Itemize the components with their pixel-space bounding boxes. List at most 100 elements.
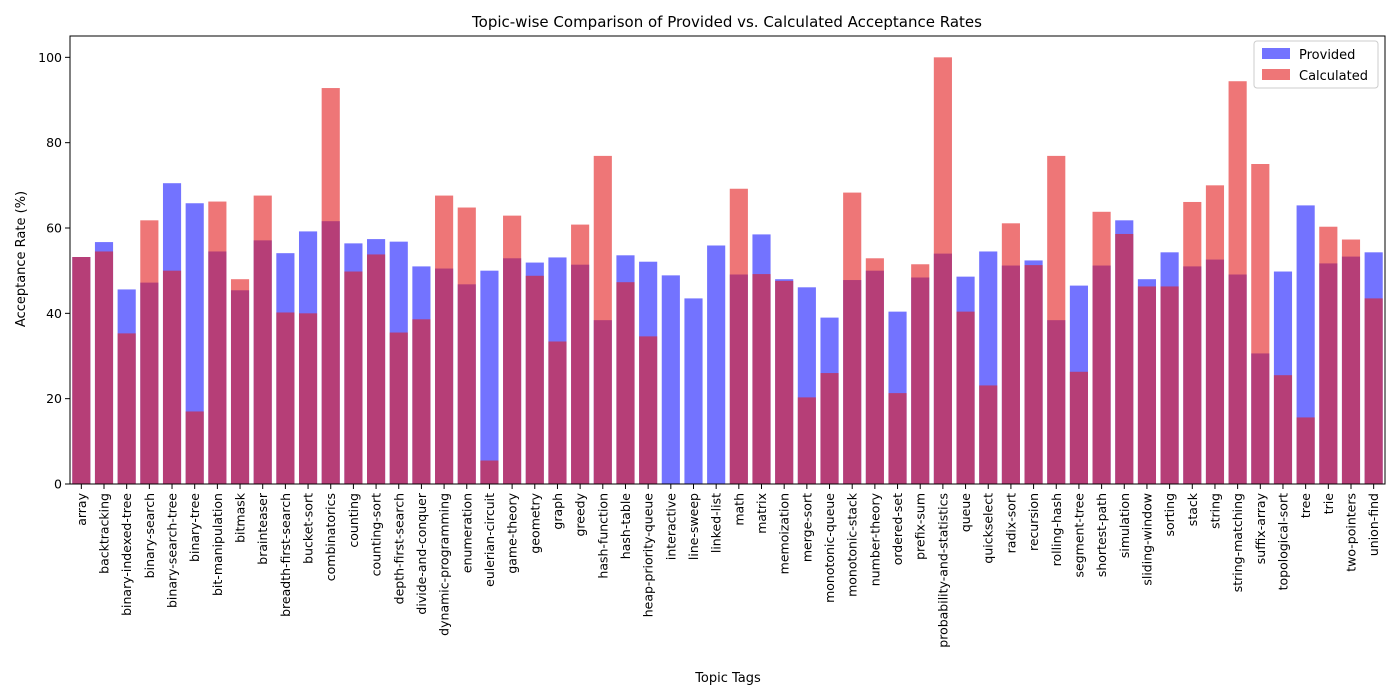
x-tick-label-monotonic-stack: monotonic-stack bbox=[845, 492, 860, 597]
y-tick-label: 100 bbox=[38, 50, 62, 65]
plot-area bbox=[69, 35, 1386, 485]
bar-calculated-brainteaser bbox=[253, 195, 272, 484]
y-tick-label: 80 bbox=[46, 135, 62, 150]
x-tick-label-combinatorics: combinatorics bbox=[323, 493, 338, 581]
x-tick-label-backtracking: backtracking bbox=[97, 493, 112, 574]
legend-swatch-provided bbox=[1262, 48, 1290, 59]
bar-calculated-divide-and-conquer bbox=[412, 319, 431, 484]
x-tick-label-segment-tree: segment-tree bbox=[1071, 493, 1086, 578]
y-axis: 0 20 40 60 80 100 bbox=[38, 50, 70, 492]
x-tick-label-linked-list: linked-list bbox=[709, 493, 724, 553]
x-tick-label-quickselect: quickselect bbox=[981, 493, 996, 564]
plot-frame bbox=[69, 35, 1386, 485]
x-tick-label-bitmask: bitmask bbox=[233, 492, 248, 543]
y-tick-label: 60 bbox=[46, 221, 62, 236]
bar-calculated-greedy bbox=[571, 224, 590, 484]
y-tick-label: 20 bbox=[46, 391, 62, 406]
x-tick-label-graph: graph bbox=[550, 493, 565, 530]
x-tick-label-array: array bbox=[74, 492, 89, 525]
x-tick-label-topological-sort: topological-sort bbox=[1275, 493, 1290, 590]
bar-calculated-math bbox=[729, 188, 748, 484]
x-tick-label-number-theory: number-theory bbox=[867, 492, 882, 586]
x-tick-label-string: string bbox=[1207, 493, 1222, 529]
bar-calculated-segment-tree bbox=[1069, 371, 1088, 484]
x-tick-label-rolling-hash: rolling-hash bbox=[1049, 493, 1064, 566]
y-tick-label: 40 bbox=[46, 306, 62, 321]
x-tick-label-counting: counting bbox=[346, 493, 361, 548]
bar-calculated-backtracking bbox=[94, 251, 114, 484]
bar-calculated-rolling-hash bbox=[1047, 155, 1066, 484]
legend-label-calculated: Calculated bbox=[1299, 69, 1368, 84]
x-tick-label-brainteaser: brainteaser bbox=[255, 492, 270, 565]
bar-calculated-geometry bbox=[525, 275, 544, 484]
bar-calculated-union-find bbox=[1364, 298, 1383, 484]
bar-calculated-prefix-sum bbox=[911, 264, 930, 484]
bar-calculated-hash-function bbox=[593, 155, 612, 484]
x-axis: array backtracking binary-indexed-tree bina… bbox=[74, 484, 1381, 648]
bar-provided-line-sweep bbox=[684, 298, 703, 484]
bar-calculated-string bbox=[1205, 185, 1225, 484]
bar-calculated-binary-search-tree bbox=[162, 270, 182, 484]
bar-calculated-binary-indexed-tree bbox=[117, 333, 136, 484]
bar-calculated-monotonic-stack bbox=[843, 192, 862, 484]
x-tick-label-string-matching: string-matching bbox=[1230, 493, 1245, 592]
legend: Provided Calculated bbox=[1253, 40, 1379, 89]
x-tick-label-eulerian-circuit: eulerian-circuit bbox=[482, 493, 497, 587]
x-tick-label-dynamic-programming: dynamic-programming bbox=[437, 493, 452, 636]
bar-calculated-number-theory bbox=[865, 258, 884, 484]
x-tick-label-monotonic-queue: monotonic-queue bbox=[822, 493, 837, 603]
bar-provided-linked-list bbox=[707, 245, 726, 484]
bar-calculated-tree bbox=[1296, 417, 1315, 484]
x-tick-label-union-find: union-find bbox=[1366, 493, 1381, 556]
x-tick-label-binary-search-tree: binary-search-tree bbox=[165, 493, 180, 608]
bar-calculated-topological-sort bbox=[1273, 375, 1293, 484]
bar-calculated-probability-and-statistics bbox=[933, 57, 952, 484]
bar-calculated-graph bbox=[548, 341, 567, 484]
x-tick-label-sorting: sorting bbox=[1162, 493, 1177, 537]
bar-calculated-depth-first-search bbox=[389, 332, 408, 484]
bar-calculated-shortest-path bbox=[1092, 211, 1111, 485]
x-tick-label-sliding-window: sliding-window bbox=[1139, 493, 1154, 586]
bar-calculated-matrix bbox=[752, 274, 771, 484]
bar-calculated-two-pointers bbox=[1341, 239, 1361, 484]
bar-calculated-binary-tree bbox=[185, 411, 204, 484]
bar-calculated-eulerian-circuit bbox=[480, 460, 499, 484]
y-tick-label: 0 bbox=[54, 477, 62, 492]
x-tick-label-hash-table: hash-table bbox=[618, 493, 633, 559]
x-tick-label-tree: tree bbox=[1298, 493, 1313, 518]
bar-calculated-stack bbox=[1183, 201, 1202, 484]
x-tick-label-counting-sort: counting-sort bbox=[369, 493, 384, 576]
bar-provided-eulerian-circuit bbox=[480, 270, 499, 484]
x-tick-label-bucket-sort: bucket-sort bbox=[301, 493, 316, 564]
chart-title: Topic-wise Comparison of Provided vs. Ca… bbox=[471, 13, 982, 31]
x-tick-label-line-sweep: line-sweep bbox=[686, 493, 701, 560]
x-tick-label-suffix-array: suffix-array bbox=[1253, 492, 1268, 564]
x-tick-label-probability-and-statistics: probability-and-statistics bbox=[935, 493, 950, 648]
x-tick-label-greedy: greedy bbox=[573, 492, 588, 536]
bar-calculated-queue bbox=[956, 311, 975, 484]
x-axis-label: Topic Tags bbox=[694, 671, 761, 686]
x-tick-label-math: math bbox=[731, 493, 746, 526]
x-tick-label-interactive: interactive bbox=[663, 493, 678, 560]
bar-calculated-counting bbox=[344, 271, 363, 484]
x-tick-label-geometry: geometry bbox=[527, 492, 542, 553]
x-tick-label-binary-indexed-tree: binary-indexed-tree bbox=[119, 493, 134, 616]
x-tick-label-hash-function: hash-function bbox=[595, 493, 610, 579]
x-tick-label-prefix-sum: prefix-sum bbox=[913, 493, 928, 560]
bar-calculated-bucket-sort bbox=[298, 313, 318, 484]
bar-calculated-simulation bbox=[1115, 233, 1134, 484]
x-tick-label-merge-sort: merge-sort bbox=[799, 493, 814, 562]
bar-calculated-enumeration bbox=[457, 207, 476, 484]
bar-calculated-breadth-first-search bbox=[276, 312, 295, 484]
bar-calculated-binary-search bbox=[140, 220, 159, 484]
x-tick-label-ordered-set: ordered-set bbox=[890, 493, 905, 565]
x-tick-label-radix-sort: radix-sort bbox=[1003, 493, 1018, 553]
x-tick-label-queue: queue bbox=[958, 493, 973, 532]
bar-calculated-monotonic-queue bbox=[820, 373, 839, 484]
x-tick-label-enumeration: enumeration bbox=[459, 493, 474, 573]
x-tick-label-depth-first-search: depth-first-search bbox=[391, 493, 406, 604]
x-tick-label-divide-and-conquer: divide-and-conquer bbox=[414, 492, 429, 614]
x-tick-label-shortest-path: shortest-path bbox=[1094, 493, 1109, 577]
bar-calculated-sorting bbox=[1160, 286, 1179, 484]
bar-calculated-memoization bbox=[775, 280, 794, 484]
